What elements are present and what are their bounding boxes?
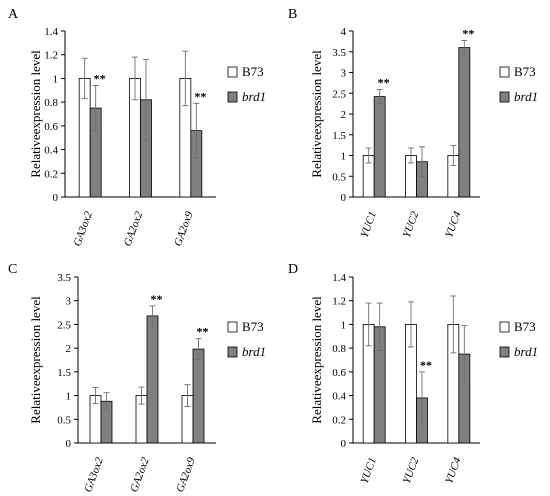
y-tick-label: 1.4 <box>332 272 346 284</box>
category-label: YUC1 <box>359 456 379 485</box>
y-tick-label: 0.8 <box>332 343 346 355</box>
legend-swatch-b73 <box>499 66 510 78</box>
category-label: GA2ox2 <box>122 209 146 247</box>
legend-label: B73 <box>242 319 264 334</box>
y-tick-label: 0 <box>341 438 347 450</box>
y-tick-label: 0.8 <box>44 97 58 109</box>
panel-letter: C <box>8 262 17 277</box>
legend-swatch-b73 <box>499 321 510 333</box>
legend-label: B73 <box>514 319 536 334</box>
significance-mark: ** <box>420 358 432 372</box>
y-tick-label: 2.5 <box>332 88 346 100</box>
y-tick-label: 0.4 <box>332 391 346 403</box>
panel-d: D 0 0.2 0.4 0.6 0.8 1 1.2 1.4 Relativeexpression … <box>288 262 538 485</box>
y-tick-label: 0.2 <box>332 414 346 426</box>
legend-label: brd1 <box>242 89 266 104</box>
legend-label: brd1 <box>514 344 538 359</box>
significance-mark: ** <box>94 72 106 86</box>
y-axis-label: Relativeexpression level <box>28 50 43 178</box>
y-axis-label: Relativeexpression level <box>309 50 324 178</box>
y-tick-label: 0 <box>341 192 347 204</box>
y-tick-label: 1.5 <box>332 130 346 142</box>
legend-swatch-brd1 <box>499 346 510 358</box>
category-label: YUC4 <box>443 455 464 485</box>
significance-mark: ** <box>151 292 163 306</box>
bar-brd1 <box>192 348 205 444</box>
y-tick-label: 1.4 <box>44 26 58 38</box>
panel-c: C 0 0.5 1 1.5 2 2.5 3 3.5 Relativeexpression leve… <box>8 262 266 494</box>
y-tick-label: 1.2 <box>44 50 58 62</box>
significance-mark: ** <box>462 27 474 41</box>
y-tick-label: 4 <box>341 26 347 38</box>
category-label: YUC2 <box>401 455 422 485</box>
y-tick-label: 0.2 <box>44 168 58 180</box>
significance-mark: ** <box>194 89 206 103</box>
y-axis-label: Relativeexpression level <box>309 296 324 424</box>
y-tick-label: 0.4 <box>44 145 58 157</box>
significance-mark: ** <box>197 325 209 339</box>
category-label: YUC4 <box>443 209 464 239</box>
y-tick-label: 3.5 <box>332 47 346 59</box>
y-tick-label: 1 <box>341 319 347 331</box>
category-label: GA2ox9 <box>174 455 198 493</box>
y-tick-label: 3.5 <box>57 272 71 284</box>
bar-brd1 <box>373 96 386 198</box>
legend-label: B73 <box>514 64 536 79</box>
legend-swatch-b73 <box>227 66 238 78</box>
y-tick-label: 0.5 <box>332 171 346 183</box>
y-tick-label: 1.2 <box>332 296 346 308</box>
y-tick-label: 2 <box>66 343 72 355</box>
y-tick-label: 3 <box>341 68 347 80</box>
panel-letter: B <box>288 7 297 22</box>
legend-swatch-brd1 <box>499 91 510 103</box>
legend-label: brd1 <box>242 344 266 359</box>
panel-letter: D <box>288 262 298 277</box>
legend-label: B73 <box>242 64 264 79</box>
y-tick-label: 1.5 <box>57 367 71 379</box>
y-tick-label: 0.6 <box>332 367 346 379</box>
category-label: GA2ox2 <box>128 455 152 493</box>
y-tick-label: 1 <box>66 391 72 403</box>
legend-swatch-brd1 <box>227 91 238 103</box>
y-tick-label: 0.5 <box>57 414 71 426</box>
y-tick-label: 3 <box>66 296 72 308</box>
y-tick-label: 0.6 <box>44 121 58 133</box>
y-tick-label: 1 <box>53 73 59 85</box>
y-tick-label: 2 <box>341 109 347 121</box>
y-tick-label: 0 <box>66 438 72 450</box>
category-label: GA3ox2 <box>71 209 95 247</box>
legend-label: brd1 <box>514 89 538 104</box>
panel-letter: A <box>8 7 19 22</box>
y-tick-label: 1 <box>341 151 347 163</box>
y-axis-label: Relativeexpression level <box>28 296 43 424</box>
panel-a: A 0 0.2 0.4 0.6 0.8 1 1.2 1.4Relativeexpression … <box>8 7 266 248</box>
y-tick-label: 2.5 <box>57 319 71 331</box>
legend-swatch-b73 <box>227 321 238 333</box>
bar-brd1 <box>146 315 159 444</box>
category-label: GA2ox9 <box>172 209 196 247</box>
legend-swatch-brd1 <box>227 346 238 358</box>
category-label: GA3ox2 <box>82 455 106 493</box>
y-tick-label: 0 <box>53 192 59 204</box>
panel-b: B 0 0.5 1 1.5 2 2.5 3 3.5 4 Relativeexpression lev… <box>288 7 538 239</box>
category-label: YUC1 <box>359 210 379 239</box>
category-label: YUC2 <box>401 209 422 239</box>
significance-mark: ** <box>378 76 390 90</box>
bar-brd1 <box>458 47 471 198</box>
